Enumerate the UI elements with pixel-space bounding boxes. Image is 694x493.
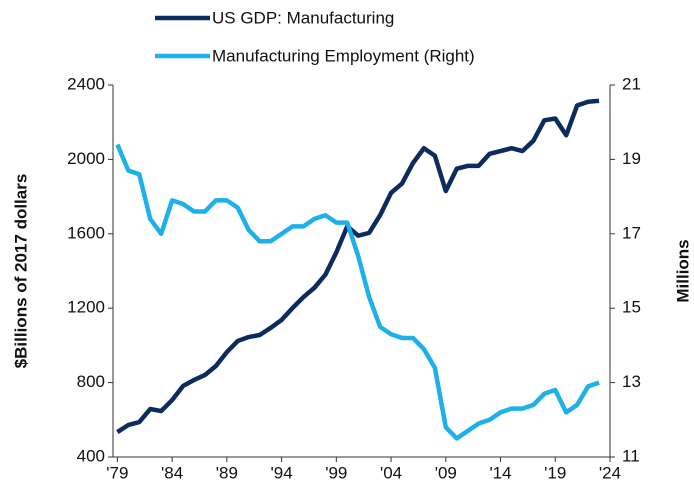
x-tick-label: '89 [216, 463, 238, 482]
y-tick-label: 2400 [67, 74, 105, 93]
y2-tick-label: 15 [622, 298, 641, 317]
y2-tick-label: 13 [622, 372, 641, 391]
y-tick-label: 2000 [67, 149, 105, 168]
y2-tick-label: 21 [622, 74, 641, 93]
legend-label: US GDP: Manufacturing [212, 8, 394, 27]
series-line [116, 98, 600, 434]
x-tick-label: '24 [599, 463, 621, 482]
y-tick-label: 1200 [67, 298, 105, 317]
x-tick-label: '99 [325, 463, 347, 482]
x-tick-label: '09 [435, 463, 457, 482]
y-axis-label: $Billions of 2017 dollars [11, 174, 30, 369]
y2-axis-label: Millions [673, 239, 692, 302]
x-tick-label: '94 [271, 463, 293, 482]
y-tick-label: 1600 [67, 223, 105, 242]
y2-tick-label: 17 [622, 223, 641, 242]
legend-label: Manufacturing Employment (Right) [212, 46, 475, 65]
y2-tick-label: 11 [622, 446, 640, 465]
x-tick-label: '04 [380, 463, 402, 482]
y-tick-label: 400 [77, 446, 105, 465]
x-tick-label: '14 [489, 463, 511, 482]
x-tick-label: '19 [544, 463, 566, 482]
series-line [115, 143, 600, 441]
y-tick-label: 800 [77, 372, 105, 391]
y2-tick-label: 19 [622, 149, 641, 168]
x-tick-label: '84 [161, 463, 183, 482]
x-tick-label: '79 [106, 463, 128, 482]
